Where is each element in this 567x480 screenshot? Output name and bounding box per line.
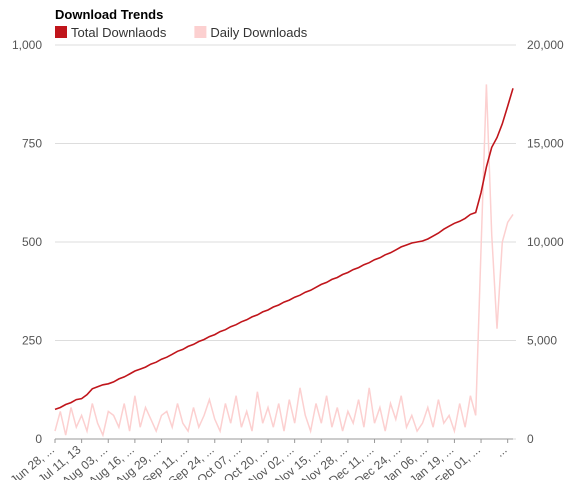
y2-tick-label: 15,000 [527,137,564,151]
legend-label: Daily Downloads [210,25,307,40]
series-line [54,88,514,411]
y2-tick-label: 10,000 [527,235,564,249]
y2-tick-label: 5,000 [527,334,557,348]
y-tick-label: 0 [35,432,42,446]
y-tick-label: 500 [22,235,42,249]
legend-swatch [55,26,67,38]
x-tick-label: ... [493,443,510,460]
y-tick-label: 1,000 [12,38,42,52]
y-tick-label: 250 [22,334,42,348]
chart-title: Download Trends [55,7,163,22]
legend-label: Total Downlaods [71,25,167,40]
legend-swatch [194,26,207,38]
series-line [54,84,514,438]
y-tick-label: 750 [22,137,42,151]
y2-tick-label: 20,000 [527,38,564,52]
y2-tick-label: 0 [527,432,534,446]
